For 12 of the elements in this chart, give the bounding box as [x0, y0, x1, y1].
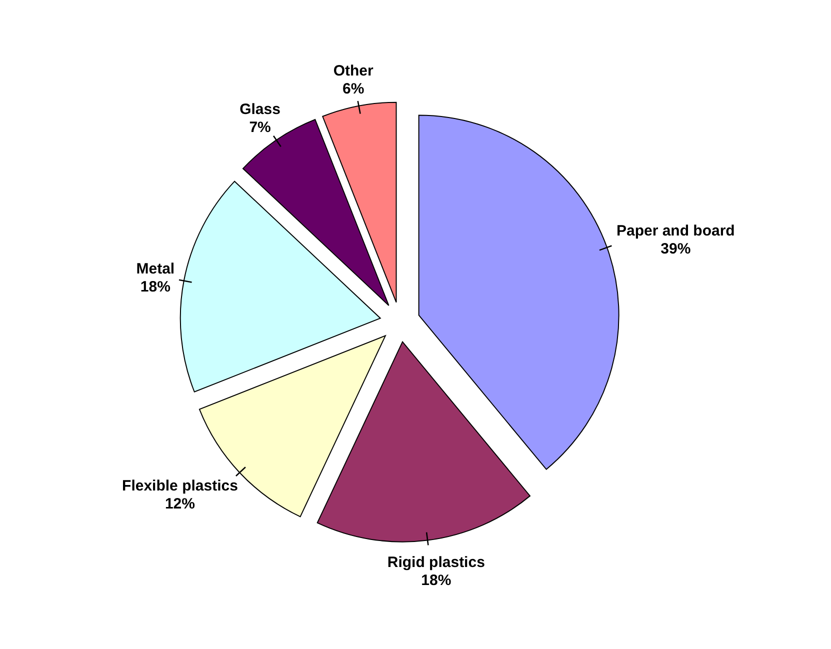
slice-label: Paper and board: [616, 222, 735, 240]
data-label: 18%: [140, 278, 170, 296]
slice-label: Glass: [240, 101, 280, 118]
slice-label: Rigid plastics: [387, 554, 485, 572]
data-label: 6%: [342, 80, 364, 98]
data-label: 12%: [164, 495, 196, 512]
data-label: 7%: [249, 119, 271, 136]
data-label: 39%: [660, 240, 691, 258]
data-label: 18%: [421, 572, 452, 590]
slice-label: Other: [333, 62, 374, 80]
slice-label: Metal: [136, 260, 175, 278]
legend-label: Flexible plastics: [122, 477, 238, 494]
